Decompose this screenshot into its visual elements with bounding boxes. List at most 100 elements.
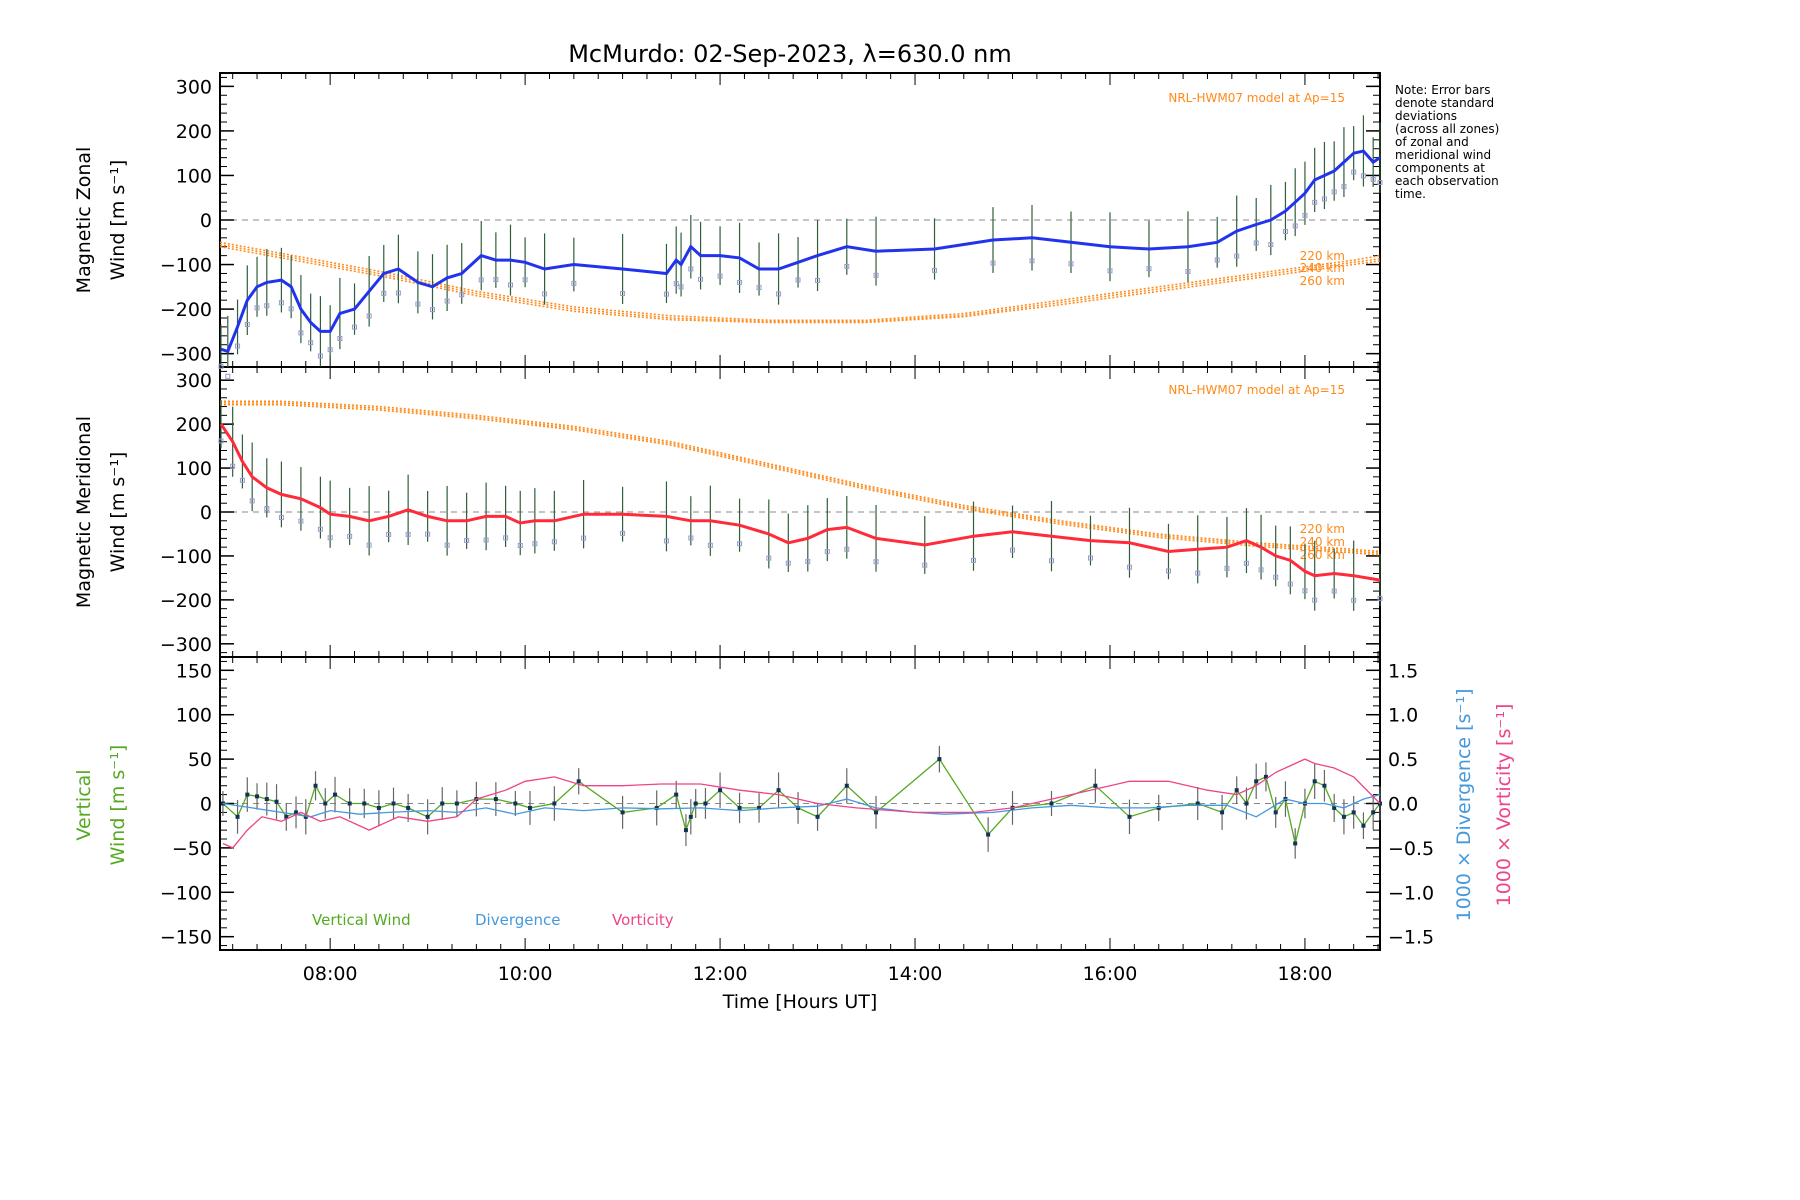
zone-marker <box>278 300 284 306</box>
y-tick-label: 200 <box>176 414 212 436</box>
zone-marker <box>337 335 343 341</box>
note-line: denote standard <box>1395 96 1494 110</box>
series-line-zonal-wind <box>220 149 1381 354</box>
zone-marker <box>873 559 879 565</box>
zone-marker <box>737 279 743 285</box>
zonal-ylabel-line2: Wind [m s⁻¹] <box>107 160 129 281</box>
zone-marker <box>517 543 523 549</box>
zone-marker <box>244 322 250 328</box>
y-tick-label: 100 <box>176 165 212 187</box>
meridional-model-alt-220: 220 km <box>1300 522 1345 536</box>
x-tick-label: 08:00 <box>303 963 358 985</box>
zone-marker <box>581 535 587 541</box>
y-tick-label: 0 <box>200 210 212 232</box>
model-curve-240km <box>219 243 1381 323</box>
zone-marker <box>278 514 284 520</box>
vertical-wind-point <box>674 792 679 797</box>
zone-marker <box>478 277 484 283</box>
zone-marker <box>1253 240 1259 246</box>
zone-marker <box>620 530 626 536</box>
zone-marker <box>225 373 231 379</box>
zone-marker <box>522 277 528 283</box>
zone-marker <box>1302 588 1308 594</box>
vertical-wind-point <box>620 810 625 815</box>
vertical-wind-point <box>718 788 723 793</box>
zone-marker <box>218 438 224 444</box>
model-curve-260km <box>220 404 1381 556</box>
vertical-wind-point <box>1254 779 1259 784</box>
zone-marker <box>1351 169 1357 175</box>
meridional-ylabel-line2: Wind [m s⁻¹] <box>107 452 129 573</box>
zone-marker <box>673 281 679 287</box>
y-tick-label: 300 <box>176 76 212 98</box>
vertical-ylabel-line1: Vertical <box>73 769 95 840</box>
model-curve-260km <box>219 245 1381 324</box>
zone-marker <box>1087 555 1093 561</box>
vertical-wind-point <box>937 757 942 762</box>
y-tick-label: −200 <box>160 299 212 321</box>
y-tick-label: 0 <box>200 502 212 524</box>
zone-marker <box>298 518 304 524</box>
vertical-wind-point <box>844 783 849 788</box>
vertical-wind-point <box>245 792 250 797</box>
zone-marker <box>386 531 392 537</box>
zone-marker <box>1377 179 1383 185</box>
zone-marker <box>503 535 509 541</box>
vertical-wind-point <box>1371 810 1376 815</box>
zone-marker <box>230 463 236 469</box>
y-tick-label: −300 <box>160 634 212 656</box>
zone-marker <box>395 290 401 296</box>
vertical-wind-point <box>264 797 269 802</box>
vertical-wind-point <box>693 801 698 806</box>
error-bar-note: Note: Error bars denote standard deviati… <box>1395 83 1499 201</box>
zone-marker <box>425 531 431 537</box>
zone-marker <box>776 291 782 297</box>
meridional-ylabel-line1: Magnetic Meridional <box>73 416 95 608</box>
zone-marker <box>1331 189 1337 195</box>
series-line-vorticity <box>222 758 1381 849</box>
series-line-meridional-wind <box>219 423 1381 582</box>
zone-marker <box>1351 597 1357 603</box>
zone-marker <box>1165 568 1171 574</box>
zone-marker <box>785 560 791 566</box>
vertical-wind-point <box>874 810 879 815</box>
zone-marker <box>288 306 294 312</box>
y2-tick-label: −1.5 <box>1388 927 1434 949</box>
zone-marker <box>1029 258 1035 264</box>
zone-marker <box>688 266 694 272</box>
zone-marker <box>1195 570 1201 576</box>
zone-marker <box>1010 547 1016 553</box>
vertical-wind-point <box>1361 823 1366 828</box>
zone-marker <box>707 542 713 548</box>
vertical-wind-point <box>1263 774 1268 779</box>
vertical-wind-point <box>986 832 991 837</box>
zone-marker <box>298 330 304 336</box>
vertical-wind-point <box>815 814 820 819</box>
zone-marker <box>327 535 333 541</box>
zone-marker <box>1258 567 1264 573</box>
zone-marker <box>366 542 372 548</box>
meridional-panel-frame <box>219 366 1381 658</box>
vertical-wind-point <box>1195 801 1200 806</box>
vertical-wind-point <box>703 801 708 806</box>
zone-marker <box>815 277 821 283</box>
y-tick-label: 300 <box>176 370 212 392</box>
vertical-wind-point <box>362 801 367 806</box>
vertical-wind-point <box>313 783 318 788</box>
zone-marker <box>1068 261 1074 267</box>
y-tick-label: 0 <box>200 794 212 816</box>
note-line: Note: Error bars <box>1395 83 1490 97</box>
zone-marker <box>824 549 830 555</box>
zone-marker <box>805 559 811 565</box>
vertical-wind-point <box>527 805 532 810</box>
zone-marker <box>922 562 928 568</box>
zone-marker <box>542 291 548 297</box>
vertical-wind-point <box>440 801 445 806</box>
zone-marker <box>366 313 372 319</box>
zone-marker <box>444 298 450 304</box>
vertical-wind-point <box>333 792 338 797</box>
y-tick-label: −150 <box>160 927 212 949</box>
vertical-wind-point <box>688 814 693 819</box>
zone-marker <box>317 353 323 359</box>
note-line: (across all zones) <box>1395 122 1499 136</box>
